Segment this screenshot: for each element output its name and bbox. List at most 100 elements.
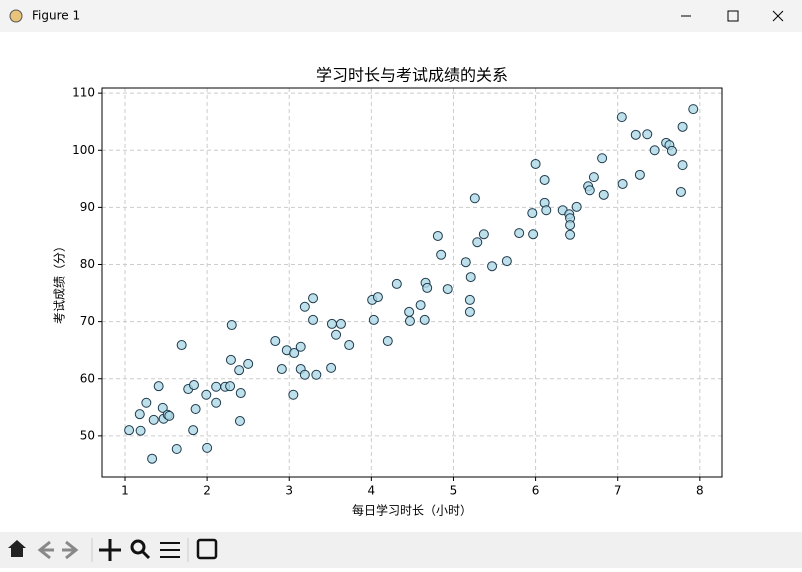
point [404, 306, 415, 317]
point [541, 205, 552, 216]
point [469, 193, 480, 204]
point [527, 208, 538, 219]
point [190, 404, 201, 415]
point [147, 453, 158, 464]
point [164, 410, 175, 421]
point [391, 278, 402, 289]
point [368, 314, 379, 325]
point [270, 336, 281, 347]
point [666, 145, 677, 156]
point [565, 229, 576, 240]
point [135, 425, 146, 436]
point [675, 186, 686, 197]
x-tick-label: 4 [368, 484, 376, 498]
y-axis-label: 考试成绩（分） [52, 240, 67, 324]
x-tick-label: 3 [285, 484, 293, 498]
point [289, 348, 300, 359]
point [124, 425, 135, 436]
point [153, 381, 164, 392]
point [299, 301, 310, 312]
point [299, 369, 310, 380]
point [442, 284, 453, 295]
maximize[interactable] [727, 10, 739, 22]
point [234, 365, 245, 376]
x-tick-label: 2 [203, 484, 211, 498]
point [630, 129, 641, 140]
zoom-button[interactable] [130, 539, 146, 555]
point [565, 220, 576, 231]
point [487, 261, 498, 272]
close[interactable] [772, 10, 784, 22]
point [157, 402, 168, 413]
point [432, 230, 443, 241]
point [335, 318, 346, 329]
point [308, 293, 319, 304]
point [225, 381, 236, 392]
point [617, 178, 628, 189]
back-button[interactable] [37, 540, 54, 560]
title-bar [0, 0, 802, 32]
save-button[interactable] [196, 538, 218, 560]
point [226, 320, 237, 331]
chart-title: 学习时长与考试成绩的关系 [316, 66, 508, 85]
window-title: Figure 1 [32, 9, 80, 23]
home-button[interactable] [8, 540, 26, 557]
forward-button[interactable] [62, 540, 79, 560]
point [588, 172, 599, 183]
point [311, 369, 322, 380]
point [276, 364, 287, 375]
point [211, 381, 222, 392]
point [134, 409, 145, 420]
zoom-handle [140, 549, 151, 560]
point [176, 340, 187, 351]
y-tick-label: 60 [80, 371, 95, 385]
point [372, 292, 383, 303]
point [171, 444, 182, 455]
point [464, 294, 475, 305]
point [344, 340, 355, 351]
point [141, 397, 152, 408]
point [288, 389, 299, 400]
point [649, 145, 660, 156]
point [472, 237, 483, 248]
point [464, 306, 475, 317]
point [188, 380, 199, 391]
y-tick-label: 110 [72, 86, 95, 100]
plot-frame [101, 87, 723, 478]
point [571, 201, 582, 212]
point [514, 228, 525, 239]
point [634, 169, 645, 180]
point [642, 129, 653, 140]
point [598, 189, 609, 200]
point [677, 160, 688, 171]
x-tick-label: 1 [121, 484, 129, 498]
point [616, 112, 627, 123]
pan-button[interactable] [99, 539, 121, 561]
point [539, 174, 550, 185]
configure-button[interactable] [160, 542, 180, 558]
x-tick-label: 8 [696, 484, 704, 498]
point [677, 121, 688, 132]
point [404, 316, 415, 327]
point [188, 425, 199, 436]
x-tick-label: 6 [532, 484, 540, 498]
point [501, 256, 512, 267]
point [225, 354, 236, 365]
app-icon [9, 9, 23, 23]
x-axis-label: 每日学习时长（小时） [352, 503, 472, 518]
x-tick-label: 7 [614, 484, 622, 498]
point [326, 318, 337, 329]
y-tick-label: 70 [80, 314, 95, 328]
point [331, 329, 342, 340]
y-tick-label: 80 [80, 257, 95, 271]
x-tick-label: 5 [450, 484, 458, 498]
y-tick-label: 100 [72, 143, 95, 157]
y-tick-label: 90 [80, 200, 95, 214]
point [211, 397, 222, 408]
point [422, 282, 433, 293]
point [201, 389, 212, 400]
point [465, 272, 476, 283]
point [584, 185, 595, 196]
point [460, 257, 471, 268]
